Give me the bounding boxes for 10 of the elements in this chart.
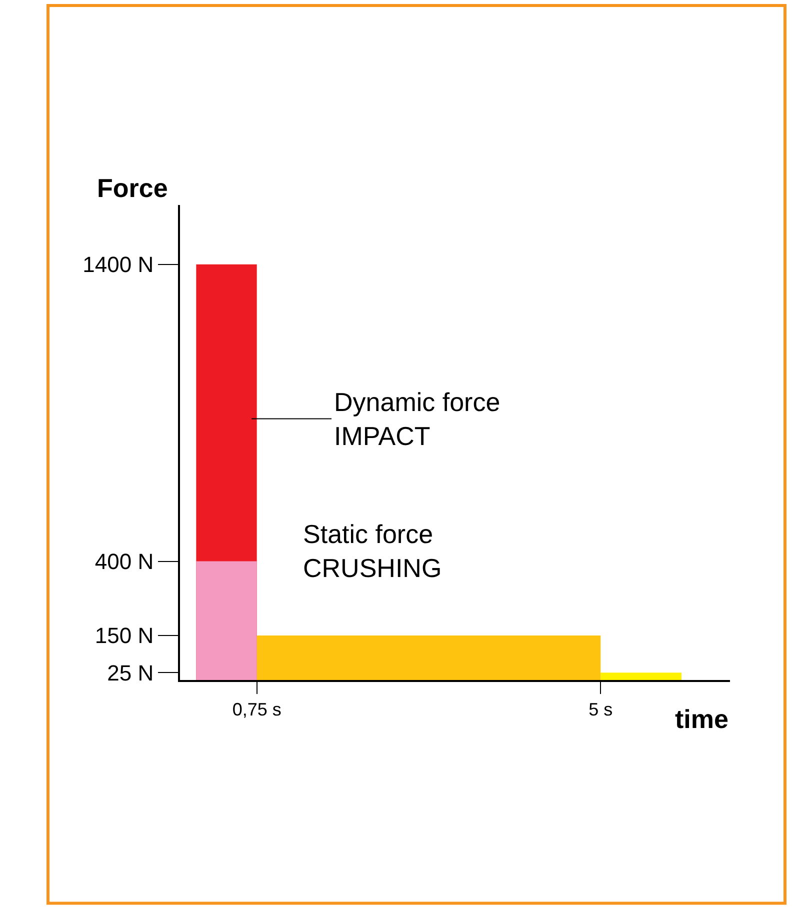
annotation: Dynamic force IMPACT: [334, 387, 500, 451]
annotation: Static force CRUSHING: [303, 519, 442, 583]
y-tick-label: 1400 N: [82, 252, 154, 278]
y-tick-label: 25 N: [107, 660, 154, 686]
y-tick-label: 400 N: [94, 548, 154, 574]
x-axis-title: time: [675, 704, 728, 734]
y-axis-title: Force: [97, 173, 168, 203]
y-tick-label: 150 N: [94, 623, 154, 648]
x-tick-label: 5 s: [588, 700, 613, 720]
x-tick-label: 0,75 s: [232, 700, 282, 720]
